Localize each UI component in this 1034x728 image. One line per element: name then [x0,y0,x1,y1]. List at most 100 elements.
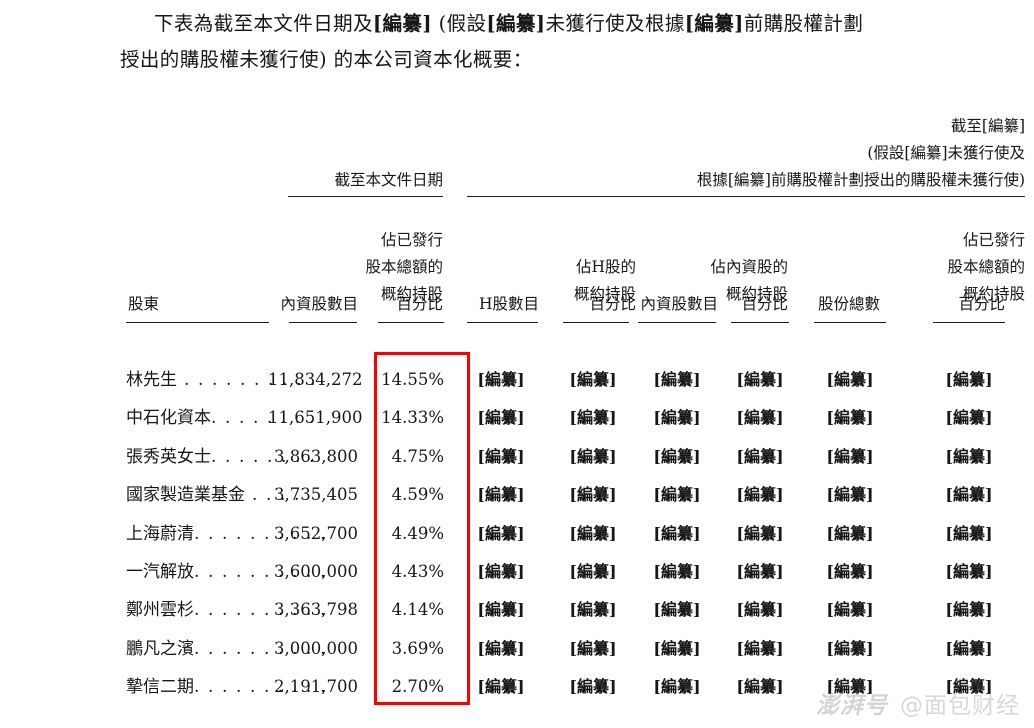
cell-domestic-shares-after: [編纂] [653,677,701,697]
cell-domestic-shares-after: [編纂] [653,370,701,389]
cell-pct-total-after: [編纂] [945,408,993,428]
cell-total-shares: [編纂] [826,677,874,697]
col-header-pct-domestic: 百分比 [741,295,788,313]
cell-total-shares: [編纂] [826,485,874,505]
shareholder-name: 中石化資本 [126,408,211,429]
cell-pct-h: [編纂] [569,370,617,389]
cell-h-shares: [編纂] [477,485,525,505]
cell-pct-h: [編纂] [569,600,617,620]
cell-pct-total-after: [編纂] [945,562,993,581]
cell-domestic-shares-now: 3,000,000 [274,638,358,658]
table-row-label: 鵬凡之濱. . . . . . . . . . [126,639,327,659]
cell-pct-total-after: [編纂] [945,677,993,697]
col-pct-total-now-sub-1: 佔已發行 [380,231,443,249]
col-header-shareholder: 股東 [128,295,160,313]
cell-pct-total-now: 3.69% [391,638,444,658]
redaction-marker: [編纂] [372,12,432,35]
cell-pct-domestic: [編纂] [736,370,784,389]
group-header-right-line3: 根據[編纂]前購股權計劃授出的購股權未獲行使) [696,171,1025,189]
cell-pct-h: [編纂] [569,677,617,697]
shareholder-name: 鄭州雲杉 [126,600,194,621]
col-rule-shareholder [126,322,269,323]
cell-total-shares: [編纂] [826,408,874,428]
intro-paragraph: 下表為截至本文件日期及[編纂] (假設[編纂]未獲行使及根據[編纂]前購股權計劃… [120,6,1020,78]
col-pct-total-after-sub-1: 佔已發行 [962,231,1025,249]
cell-pct-domestic: [編纂] [736,446,784,466]
shareholder-name: 上海蔚清 [126,523,194,544]
dot-leader: . . . . . . . . . . [194,600,328,621]
col-header-pct-total-after: 百分比 [958,295,1005,313]
group-rule-left [288,196,443,197]
table-row-label: 張秀英女士. . . . . . . . [126,447,316,467]
cell-domestic-shares-now: 3,363,798 [274,600,358,620]
cell-pct-total-after: [編纂] [945,638,993,658]
cell-pct-total-now: 14.33% [381,408,444,428]
table-row-label: 林先生 . . . . . . . . . . [126,370,317,390]
shareholder-name: 鵬凡之濱 [126,638,194,659]
cell-domestic-shares-now: 3,863,800 [274,446,358,466]
col-header-domestic-shares-after: 內資股數目 [640,295,718,313]
cell-pct-total-now: 4.59% [391,485,444,505]
dot-leader: . . . . . . . . [211,408,317,429]
shareholder-name: 摯信二期 [126,677,194,698]
table-row-label: 中石化資本. . . . . . . . [126,408,316,428]
cell-h-shares: [編纂] [477,370,525,389]
dot-leader: . . . . [245,485,302,506]
col-pct-h-sub-1: 佔H股的 [575,258,636,276]
group-rule-right [467,196,1025,197]
cell-pct-h: [編纂] [569,485,617,505]
col-header-total-shares: 股份總數 [817,295,880,313]
col-rule-domestic-shares-after [638,322,716,323]
cell-pct-total-after: [編纂] [945,370,993,389]
table-row-label: 一汽解放. . . . . . . . . . [126,562,327,582]
dot-leader: . . . . . . . . [211,446,317,467]
table-row-label: 上海蔚清. . . . . . . . . . [126,524,327,544]
cell-h-shares: [編纂] [477,638,525,658]
intro-text-a: 下表為截至本文件日期及 [154,12,373,35]
cell-domestic-shares-now: 2,191,700 [274,677,358,697]
shareholder-name: 林先生 [126,370,177,390]
cell-h-shares: [編纂] [477,677,525,697]
redaction-marker: [編纂] [684,12,744,35]
col-pct-total-now-sub-2: 股本總額的 [365,258,443,276]
cell-pct-total-now: 2.70% [391,677,444,697]
col-header-pct-h: 百分比 [589,295,636,313]
cell-domestic-shares-now: 3,652,700 [274,523,358,543]
cell-pct-total-now: 4.49% [391,523,444,543]
table-row-label: 摯信二期. . . . . . . . . . [126,677,327,697]
dot-leader: . . . . . . . . . . [194,562,328,582]
cell-h-shares: [編纂] [477,600,525,620]
cell-pct-total-now: 4.14% [391,600,444,620]
cell-domestic-shares-after: [編纂] [653,446,701,466]
col-rule-pct-h [563,322,629,323]
intro-text-c: (假設 [431,12,487,35]
cell-total-shares: [編纂] [826,446,874,466]
dot-leader: . . . . . . . . . . [194,523,328,544]
cell-total-shares: [編纂] [826,523,874,543]
shareholder-name: 國家製造業基金 [126,485,245,506]
cell-domestic-shares-after: [編纂] [653,600,701,620]
col-header-h-shares: H股數目 [478,295,539,313]
cell-pct-total-after: [編纂] [945,446,993,466]
cell-pct-total-now: 4.75% [391,446,444,466]
dot-leader: . . . . . . . . . . [194,677,328,698]
col-pct-h-sub-2: 概約持股 [573,285,636,303]
cell-domestic-shares-now: 11,834,272 [268,370,363,389]
cell-domestic-shares-after: [編纂] [653,523,701,543]
group-header-right-line2: (假設[編纂]未獲行使及 [867,144,1025,162]
cell-h-shares: [編纂] [477,562,525,581]
cell-domestic-shares-after: [編纂] [653,408,701,428]
cell-pct-total-now: 14.55% [381,370,444,389]
col-pct-domestic-sub-1: 佔內資股的 [710,258,788,276]
cell-pct-total-now: 4.43% [391,562,444,581]
cell-domestic-shares-now: 3,735,405 [274,485,358,505]
cell-pct-h: [編纂] [569,562,617,581]
cell-total-shares: [編纂] [826,562,874,581]
cell-pct-domestic: [編纂] [736,523,784,543]
table-row-label: 國家製造業基金 . . . . [126,485,301,505]
cell-total-shares: [編纂] [826,600,874,620]
col-pct-total-now-sub-3: 概約持股 [380,285,443,303]
cell-pct-total-after: [編纂] [945,485,993,505]
cell-pct-h: [編纂] [569,523,617,543]
